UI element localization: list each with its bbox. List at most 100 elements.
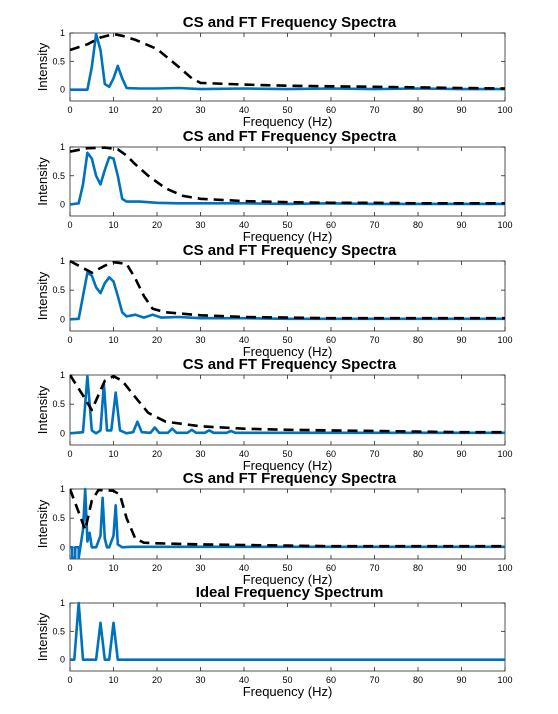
- subplot-title: CS and FT Frequency Spectra: [183, 128, 397, 145]
- x-tick-label: 100: [497, 449, 512, 459]
- y-tick-label: 1: [60, 484, 65, 494]
- subplot-title: CS and FT Frequency Spectra: [183, 356, 397, 373]
- x-tick-label: 0: [67, 335, 72, 345]
- x-tick-label: 80: [413, 220, 423, 230]
- x-tick-label: 30: [195, 449, 205, 459]
- x-tick-label: 30: [195, 105, 205, 115]
- x-axis-label: Frequency (Hz): [243, 458, 333, 473]
- x-tick-label: 80: [413, 449, 423, 459]
- x-tick-label: 90: [456, 563, 466, 573]
- x-tick-label: 40: [239, 335, 249, 345]
- y-tick-label: 0: [60, 200, 65, 210]
- y-tick-label: 0: [60, 542, 65, 552]
- ft-spectrum-line: [70, 32, 505, 90]
- cs-spectrum-line: [70, 151, 505, 206]
- ft-spectrum-line: [70, 259, 505, 320]
- x-tick-label: 20: [152, 105, 162, 115]
- ft-spectrum-line: [70, 146, 505, 205]
- x-axis-label: Frequency (Hz): [243, 572, 333, 587]
- x-tick-label: 90: [456, 220, 466, 230]
- x-tick-label: 50: [282, 563, 292, 573]
- x-tick-label: 100: [497, 675, 512, 685]
- x-tick-label: 40: [239, 105, 249, 115]
- x-tick-label: 70: [369, 675, 379, 685]
- x-tick-label: 30: [195, 220, 205, 230]
- x-tick-label: 70: [369, 449, 379, 459]
- x-tick-label: 90: [456, 105, 466, 115]
- cs-spectrum-line: [70, 487, 505, 559]
- axes-box: [69, 260, 506, 332]
- y-tick-label: 1: [60, 598, 65, 608]
- x-tick-label: 30: [195, 675, 205, 685]
- x-tick-label: 60: [326, 220, 336, 230]
- x-tick-label: 100: [497, 220, 512, 230]
- x-tick-label: 100: [497, 105, 512, 115]
- x-tick-label: 100: [497, 563, 512, 573]
- x-tick-label: 50: [282, 105, 292, 115]
- y-tick-label: 0: [60, 85, 65, 95]
- subplot-title: CS and FT Frequency Spectra: [183, 470, 397, 487]
- y-axis-label: Intensity: [35, 499, 50, 548]
- x-tick-label: 0: [67, 105, 72, 115]
- x-tick-label: 70: [369, 335, 379, 345]
- subplot-5: 0 10 20 30 40 50 60 70 80 90 100 0 0.5 1 CS and FT Fre…: [35, 470, 513, 587]
- y-tick-label: 0.5: [52, 56, 65, 66]
- subplot-title: CS and FT Frequency Spectra: [183, 242, 397, 259]
- cs-spectrum-line: [70, 601, 505, 662]
- x-tick-label: 20: [152, 449, 162, 459]
- x-tick-label: 90: [456, 449, 466, 459]
- y-axis-label: Intensity: [35, 157, 50, 206]
- y-tick-label: 0: [60, 428, 65, 438]
- subplot-6: 0 10 20 30 40 50 60 70 80 90 100 0 0.5 1 Ideal Frequen…: [35, 584, 513, 699]
- x-tick-label: 60: [326, 449, 336, 459]
- subplot-4: 0 10 20 30 40 50 60 70 80 90 100 0 0.5 1 CS and FT Fre…: [35, 356, 513, 473]
- subplot-1: 0 10 20 30 40 50 60 70 80 90 100 0 0.5 1 CS and FT Fre…: [35, 14, 513, 129]
- x-tick-label: 10: [108, 449, 118, 459]
- x-axis-label: Frequency (Hz): [243, 114, 333, 129]
- x-axis-label: Frequency (Hz): [243, 344, 333, 359]
- x-tick-label: 70: [369, 105, 379, 115]
- x-tick-label: 60: [326, 563, 336, 573]
- x-tick-label: 0: [67, 220, 72, 230]
- y-axis-label: Intensity: [35, 271, 50, 320]
- y-tick-label: 1: [60, 28, 65, 38]
- x-tick-label: 90: [456, 335, 466, 345]
- axes-box: [69, 488, 506, 560]
- x-tick-label: 20: [152, 335, 162, 345]
- x-tick-label: 20: [152, 675, 162, 685]
- subplot-2: 0 10 20 30 40 50 60 70 80 90 100 0 0.5 1 CS and FT Fre…: [35, 128, 513, 244]
- y-tick-label: 0.5: [52, 171, 65, 181]
- cs-spectrum-line: [70, 32, 505, 91]
- cs-spectrum-line: [70, 374, 505, 435]
- x-tick-label: 10: [108, 220, 118, 230]
- x-axis-label: Frequency (Hz): [243, 684, 333, 699]
- x-tick-label: 10: [108, 105, 118, 115]
- x-tick-label: 60: [326, 335, 336, 345]
- y-tick-label: 0.5: [52, 626, 65, 636]
- y-tick-label: 0: [60, 655, 65, 665]
- x-tick-label: 40: [239, 220, 249, 230]
- x-tick-label: 80: [413, 563, 423, 573]
- x-tick-label: 80: [413, 335, 423, 345]
- subplot-title: Ideal Frequency Spectrum: [196, 584, 384, 601]
- x-tick-label: 30: [195, 335, 205, 345]
- y-axis-label: Intensity: [35, 42, 50, 91]
- x-tick-label: 0: [67, 449, 72, 459]
- x-tick-label: 40: [239, 563, 249, 573]
- x-tick-label: 20: [152, 563, 162, 573]
- y-axis-label: Intensity: [35, 612, 50, 661]
- x-tick-label: 30: [195, 563, 205, 573]
- x-tick-label: 40: [239, 675, 249, 685]
- axes-box: [69, 374, 506, 446]
- x-tick-label: 20: [152, 220, 162, 230]
- x-tick-label: 70: [369, 220, 379, 230]
- x-tick-label: 10: [108, 675, 118, 685]
- x-tick-label: 90: [456, 675, 466, 685]
- y-axis-label: Intensity: [35, 385, 50, 434]
- y-tick-label: 1: [60, 256, 65, 266]
- x-tick-label: 50: [282, 449, 292, 459]
- ft-spectrum-line: [70, 374, 505, 434]
- subplot-title: CS and FT Frequency Spectra: [183, 14, 397, 31]
- x-tick-label: 40: [239, 449, 249, 459]
- x-tick-label: 80: [413, 675, 423, 685]
